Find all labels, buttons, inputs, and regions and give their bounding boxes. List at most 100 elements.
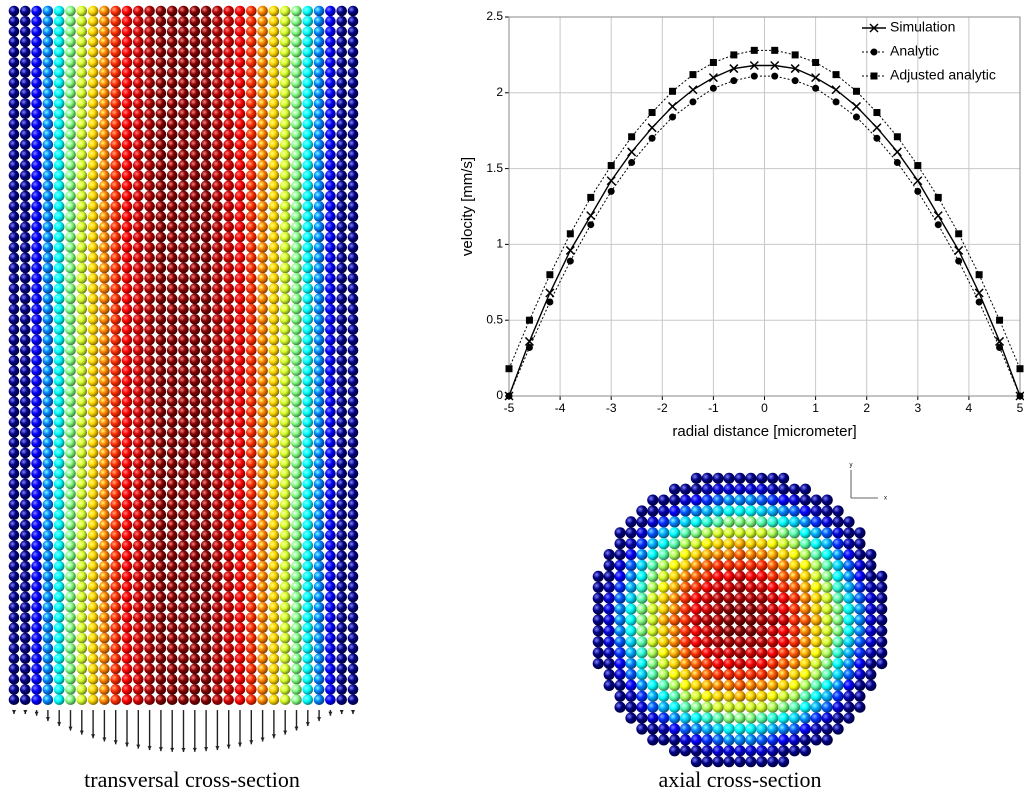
particle <box>291 447 302 459</box>
particle <box>121 663 133 675</box>
particle <box>121 653 133 664</box>
particle <box>223 293 234 305</box>
particle <box>133 488 144 500</box>
particle <box>279 591 291 603</box>
particle <box>313 622 325 634</box>
particle <box>121 180 133 192</box>
particle <box>313 108 325 120</box>
particle <box>669 527 681 539</box>
particle <box>31 98 42 109</box>
particle <box>189 653 201 664</box>
particle <box>200 416 212 428</box>
particle <box>854 549 866 561</box>
particle <box>178 468 189 479</box>
particle <box>821 658 833 670</box>
particle <box>76 478 88 490</box>
particle <box>65 201 76 212</box>
particle <box>832 614 844 626</box>
flow-arrowhead <box>125 742 129 747</box>
particle <box>291 499 302 510</box>
particle <box>347 694 359 706</box>
particle <box>347 540 359 551</box>
particle <box>246 643 257 654</box>
particle <box>647 723 659 735</box>
particle <box>223 283 234 294</box>
particle <box>810 549 822 561</box>
particle <box>302 416 314 428</box>
particle <box>313 314 325 325</box>
flow-arrowhead <box>226 744 231 749</box>
particle <box>189 375 201 387</box>
particle <box>53 231 65 243</box>
particle <box>313 170 325 181</box>
particle <box>778 570 790 583</box>
marker <box>955 257 963 265</box>
particle <box>144 571 155 582</box>
particle <box>268 612 280 623</box>
particle <box>325 5 336 17</box>
particle <box>223 170 234 181</box>
particle <box>347 437 359 449</box>
particle <box>234 406 246 418</box>
particle <box>246 77 257 89</box>
particle <box>133 622 144 634</box>
particle <box>8 293 20 305</box>
particle <box>155 108 167 120</box>
particle <box>212 262 223 274</box>
particle <box>133 252 144 264</box>
particle <box>291 118 302 130</box>
particle <box>821 538 833 550</box>
particle <box>110 314 121 325</box>
flow-arrowhead <box>181 748 186 753</box>
particle <box>257 262 268 274</box>
particle <box>155 57 167 68</box>
particle <box>166 293 178 305</box>
particle <box>155 529 167 541</box>
particle <box>279 170 291 181</box>
marker <box>893 133 901 141</box>
particle <box>144 632 155 644</box>
legend-marker <box>870 72 878 80</box>
particle <box>76 77 88 89</box>
particle <box>788 668 801 681</box>
particle <box>234 519 246 531</box>
particle <box>144 15 155 27</box>
particle <box>189 622 201 634</box>
particle <box>778 614 790 626</box>
particle <box>31 375 42 387</box>
particle <box>832 538 844 550</box>
particle <box>347 591 359 603</box>
particle <box>234 396 246 407</box>
particle <box>166 190 178 202</box>
particle <box>325 684 336 695</box>
particle <box>291 108 302 120</box>
particle <box>223 108 234 120</box>
particle <box>133 242 144 253</box>
particle <box>200 334 212 346</box>
particle <box>155 26 167 37</box>
particle <box>212 272 223 284</box>
particle <box>121 293 133 305</box>
particle <box>625 549 637 561</box>
particle <box>212 427 223 438</box>
particle <box>625 592 637 604</box>
particle <box>767 701 779 713</box>
particle <box>257 612 268 623</box>
particle <box>31 550 42 562</box>
particle <box>121 221 133 233</box>
particle <box>99 201 110 212</box>
particle <box>212 396 223 407</box>
particle <box>42 344 54 356</box>
particle <box>291 653 302 664</box>
particle <box>246 139 257 150</box>
particle <box>178 673 189 685</box>
particle <box>268 87 280 99</box>
particle <box>701 614 713 626</box>
particle <box>336 15 348 27</box>
particle <box>8 324 20 335</box>
particle <box>876 614 888 626</box>
particle <box>20 622 31 634</box>
particle <box>246 437 257 449</box>
particle <box>20 159 31 171</box>
particle <box>636 636 648 648</box>
